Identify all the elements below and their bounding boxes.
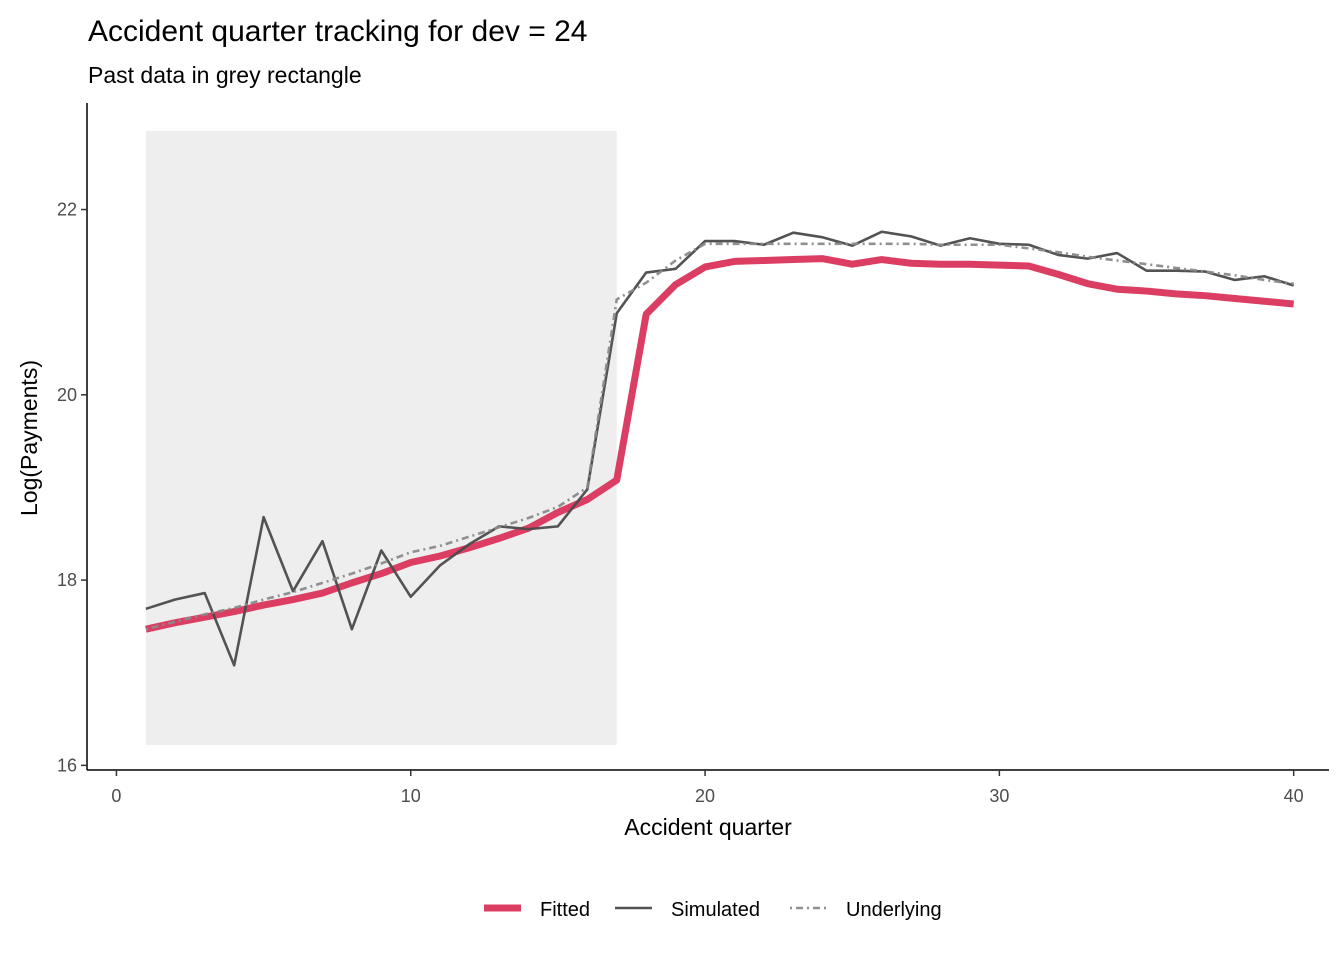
y-tick-label: 22 — [57, 200, 77, 220]
x-tick-label: 30 — [989, 786, 1009, 806]
x-tick-label: 40 — [1284, 786, 1304, 806]
y-tick-label: 20 — [57, 385, 77, 405]
chart-subtitle: Past data in grey rectangle — [88, 62, 362, 88]
series-line-simulated — [145, 230, 1295, 667]
x-axis-ticks: 0 10 20 30 40 — [111, 770, 1304, 806]
x-tick-label: 10 — [401, 786, 421, 806]
legend-label-fitted: Fitted — [540, 899, 590, 921]
y-tick-label: 16 — [57, 755, 77, 775]
x-tick-label: 0 — [111, 786, 121, 806]
legend: Fitted Simulated Underlying — [484, 899, 942, 921]
y-axis-ticks: 16 18 20 22 — [57, 200, 87, 775]
legend-label-underlying: Underlying — [846, 899, 942, 921]
y-tick-label: 18 — [57, 570, 77, 590]
series-lines — [145, 230, 1295, 667]
chart-title: Accident quarter tracking for dev = 24 — [88, 15, 587, 48]
legend-label-simulated: Simulated — [671, 899, 760, 921]
plot-area — [145, 130, 1295, 745]
x-axis-title: Accident quarter — [624, 814, 792, 840]
x-tick-label: 20 — [695, 786, 715, 806]
y-axis-title: Log(Payments) — [16, 360, 42, 516]
series-line-underlying — [145, 242, 1294, 631]
past-data-rectangle — [145, 130, 617, 745]
